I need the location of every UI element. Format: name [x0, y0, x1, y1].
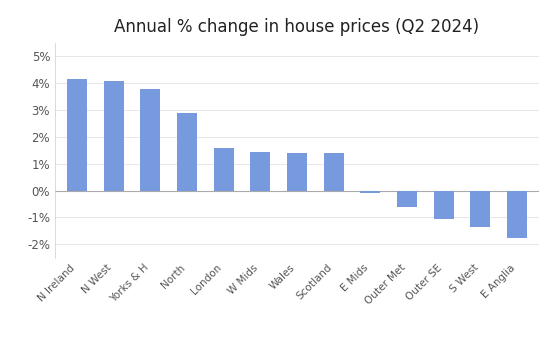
- Bar: [103, 81, 124, 190]
- Bar: [67, 79, 87, 190]
- Bar: [433, 190, 454, 219]
- Bar: [507, 190, 527, 238]
- Bar: [360, 190, 381, 193]
- Bar: [177, 113, 197, 190]
- Bar: [140, 89, 161, 190]
- Title: Annual % change in house prices (Q2 2024): Annual % change in house prices (Q2 2024…: [114, 18, 480, 36]
- Bar: [250, 152, 271, 190]
- Bar: [397, 190, 417, 207]
- Bar: [470, 190, 491, 227]
- Bar: [287, 153, 307, 190]
- Bar: [213, 147, 234, 190]
- Bar: [323, 153, 344, 190]
